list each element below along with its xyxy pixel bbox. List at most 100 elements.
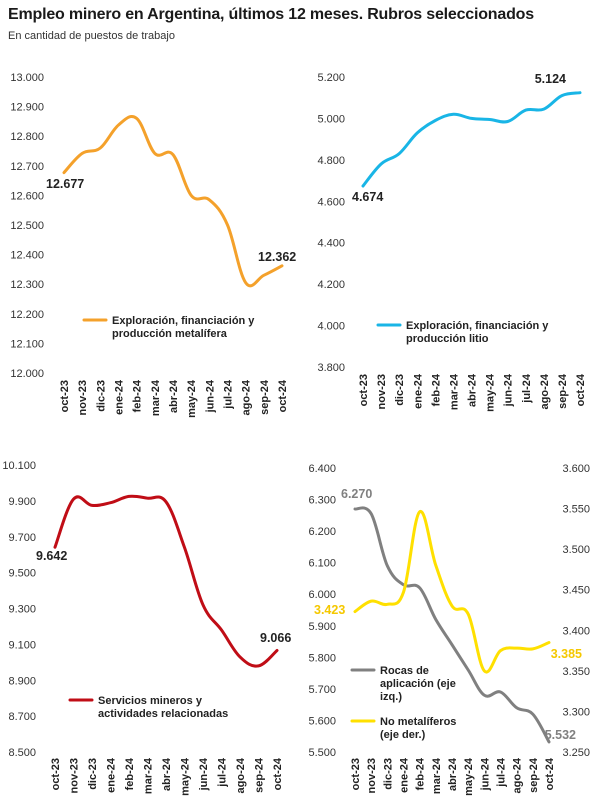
- y-tick-label: 12.900: [10, 102, 44, 114]
- y-tick-label: 5.900: [308, 621, 336, 633]
- x-tick-label: ago-24: [539, 373, 551, 409]
- x-tick-label: abr-24: [168, 379, 180, 413]
- x-tick-label: ene-24: [399, 757, 411, 793]
- series-line: [361, 91, 582, 188]
- y-tick-label: 9.100: [8, 639, 36, 651]
- x-tick-label: abr-24: [447, 757, 459, 791]
- legend-label: aplicación (eje: [380, 678, 456, 690]
- chart-1: 13.000 12.900 12.800 12.700 12.600 12.500 12.4…: [10, 72, 296, 418]
- y-tick-label: 9.300: [8, 604, 36, 616]
- y-tick-label: 12.200: [10, 309, 44, 321]
- y-tick-label: 12.000: [10, 368, 44, 380]
- y-tick-label: 12.300: [10, 279, 44, 291]
- y-tick-label: 12.400: [10, 250, 44, 262]
- chart-subtitle: En cantidad de puestos de trabajo: [8, 30, 175, 42]
- legend-label: Exploración, financiación y: [406, 320, 549, 332]
- legend-label: Rocas de: [380, 665, 429, 677]
- series-line: [53, 494, 279, 668]
- y-tick-label: 4.800: [317, 155, 345, 167]
- x-tick-label: ene-24: [412, 373, 424, 409]
- y-tick-label: 6.000: [308, 589, 336, 601]
- last-value-label: 5.124: [535, 72, 566, 86]
- y-tick-label: 9.500: [8, 568, 36, 580]
- x-tick-label: nov-23: [69, 758, 81, 793]
- x-tick-label: oct-24: [277, 379, 289, 412]
- series-line: [353, 510, 551, 674]
- x-tick-label: ene-24: [106, 757, 118, 793]
- x-tick-label: mar-24: [150, 379, 162, 416]
- y-tick-label: 8.500: [8, 747, 36, 759]
- x-tick-label: feb-24: [124, 757, 136, 790]
- y-tick-label: 8.900: [8, 675, 36, 687]
- y-tick-label-right: 3.350: [562, 666, 590, 678]
- y-tick-label: 5.600: [308, 715, 336, 727]
- x-tick-label: nov-23: [77, 380, 89, 415]
- chart-3: 10.100 9.900 9.700 9.500 9.300 9.100 8.900 8.70…: [2, 460, 291, 796]
- chart-title: Empleo minero en Argentina, últimos 12 m…: [8, 6, 534, 23]
- x-tick-label: dic-23: [95, 380, 107, 412]
- x-tick-label: oct-24: [575, 373, 587, 406]
- x-tick-label: may-24: [463, 757, 475, 796]
- x-tick-label: oct-24: [272, 757, 284, 790]
- y-tick-label-right: 3.250: [562, 747, 590, 759]
- series-line: [353, 506, 551, 744]
- y-tick-label: 4.600: [317, 196, 345, 208]
- x-tick-label: mar-24: [448, 373, 460, 410]
- y-tick-label: 12.100: [10, 338, 44, 350]
- x-tick-label: sep-24: [528, 757, 540, 793]
- x-tick-label: jun-24: [198, 757, 210, 791]
- legend-label: No metalíferos: [380, 716, 456, 728]
- y-tick-label-right: 3.550: [562, 504, 590, 516]
- x-tick-label: oct-23: [50, 758, 62, 790]
- x-tick-label: sep-24: [254, 757, 266, 793]
- y-tick-label: 5.800: [308, 652, 336, 664]
- y-tick-label-right: 3.400: [562, 625, 590, 637]
- y-tick-label: 12.500: [10, 220, 44, 232]
- y-tick-label: 5.500: [308, 747, 336, 759]
- legend-label: producción litio: [406, 333, 489, 345]
- y-tick-label: 5.000: [317, 113, 345, 125]
- x-tick-label: sep-24: [259, 379, 271, 415]
- x-tick-label: oct-23: [358, 374, 370, 406]
- y-tick-label: 9.700: [8, 532, 36, 544]
- y-tick-label: 8.700: [8, 711, 36, 723]
- x-tick-label: jul-24: [521, 373, 533, 404]
- last-value-label: 9.066: [260, 631, 291, 645]
- x-tick-label: mar-24: [143, 757, 155, 794]
- y-tick-label: 6.200: [308, 526, 336, 538]
- x-tick-label: dic-23: [87, 758, 99, 790]
- last-value-label-right: 3.385: [551, 647, 582, 661]
- y-tick-label-right: 3.600: [562, 463, 590, 475]
- y-tick-label: 4.000: [317, 321, 345, 333]
- x-tick-label: may-24: [180, 757, 192, 796]
- x-tick-label: feb-24: [132, 379, 144, 412]
- x-tick-label: ene-24: [114, 379, 126, 415]
- y-tick-label: 13.000: [10, 72, 44, 84]
- y-tick-label: 9.900: [8, 496, 36, 508]
- x-tick-label: jun-24: [204, 379, 216, 413]
- x-tick-label: dic-23: [382, 758, 394, 790]
- y-tick-label: 12.800: [10, 131, 44, 143]
- last-value-label: 5.532: [545, 728, 576, 742]
- x-tick-label: may-24: [186, 379, 198, 418]
- y-tick-label: 12.600: [10, 190, 44, 202]
- x-tick-label: jun-24: [479, 757, 491, 791]
- x-tick-label: ago-24: [512, 757, 524, 793]
- last-value-label: 12.362: [258, 250, 296, 264]
- legend-label: (eje der.): [380, 729, 426, 741]
- y-tick-label: 3.800: [317, 362, 345, 374]
- y-tick-label: 4.200: [317, 279, 345, 291]
- x-tick-label: jun-24: [503, 373, 515, 407]
- x-tick-label: jul-24: [223, 379, 235, 410]
- x-tick-label: nov-23: [376, 374, 388, 409]
- x-tick-label: oct-23: [350, 758, 362, 790]
- chart-2: 5.200 5.000 4.800 4.600 4.400 4.200 4.000 3.800…: [317, 72, 587, 412]
- x-tick-label: feb-24: [415, 757, 427, 790]
- y-tick-label: 6.300: [308, 495, 336, 507]
- x-tick-label: abr-24: [467, 373, 479, 407]
- y-tick-label-right: 3.300: [562, 706, 590, 718]
- y-tick-label-right: 3.450: [562, 585, 590, 597]
- chart-4: 6.400 6.300 6.200 6.100 6.000 5.900 5.800 5.700…: [308, 463, 590, 796]
- first-value-label-right: 3.423: [314, 603, 345, 617]
